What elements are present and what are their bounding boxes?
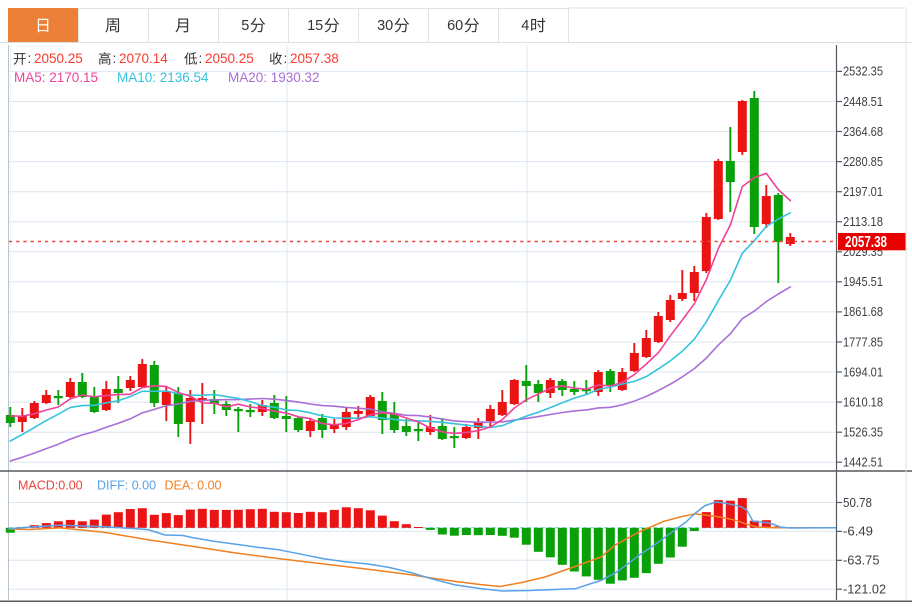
svg-text:60: 60 <box>447 18 463 34</box>
svg-text:15: 15 <box>307 18 323 34</box>
svg-text:1694.01: 1694.01 <box>843 364 883 379</box>
svg-text:30: 30 <box>377 18 393 34</box>
svg-text:2280.85: 2280.85 <box>843 154 883 169</box>
svg-text:-63.75: -63.75 <box>843 553 880 568</box>
svg-text:-121.02: -121.02 <box>843 582 886 597</box>
svg-text:5: 5 <box>241 18 249 34</box>
svg-text:50.78: 50.78 <box>843 495 872 510</box>
svg-text:1777.85: 1777.85 <box>843 334 883 349</box>
svg-text:1610.18: 1610.18 <box>843 394 883 409</box>
svg-text:2070.14: 2070.14 <box>119 51 168 66</box>
svg-text:1945.51: 1945.51 <box>843 274 883 289</box>
svg-text:4: 4 <box>521 18 529 34</box>
svg-text:DIFF: 0.00: DIFF: 0.00 <box>97 479 156 493</box>
svg-text:2050.25: 2050.25 <box>34 51 83 66</box>
svg-text:1442.51: 1442.51 <box>843 455 883 470</box>
svg-text:1861.68: 1861.68 <box>843 304 883 319</box>
svg-text:2050.25: 2050.25 <box>205 51 254 66</box>
svg-text:-6.49: -6.49 <box>843 524 873 539</box>
svg-text:2057.38: 2057.38 <box>845 234 887 251</box>
svg-text:2113.18: 2113.18 <box>843 214 883 229</box>
svg-text::: : <box>199 51 203 66</box>
svg-text:DEA: 0.00: DEA: 0.00 <box>165 479 222 493</box>
svg-text::: : <box>284 51 288 66</box>
svg-text:MA10: 2136.54: MA10: 2136.54 <box>117 70 209 85</box>
svg-text:MA20: 1930.32: MA20: 1930.32 <box>228 70 320 85</box>
svg-text:2197.01: 2197.01 <box>843 184 883 199</box>
svg-text:MA5: 2170.15: MA5: 2170.15 <box>14 70 98 85</box>
svg-text:2364.68: 2364.68 <box>843 124 883 139</box>
svg-text:1526.35: 1526.35 <box>843 425 883 440</box>
svg-text::: : <box>28 51 32 66</box>
svg-text:2448.51: 2448.51 <box>843 94 883 109</box>
svg-text::: : <box>113 51 117 66</box>
svg-text:2532.35: 2532.35 <box>843 64 883 79</box>
svg-text:MACD:0.00: MACD:0.00 <box>18 479 83 493</box>
svg-text:2057.38: 2057.38 <box>290 51 339 66</box>
